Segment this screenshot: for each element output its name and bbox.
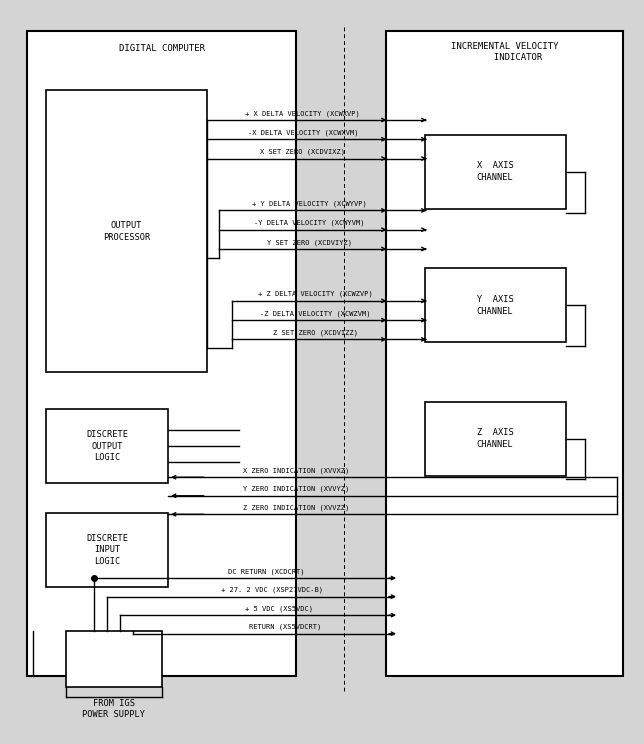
FancyBboxPatch shape (46, 90, 207, 372)
Text: Y ZERO INDICATION (XVVYZ): Y ZERO INDICATION (XVVYZ) (243, 486, 350, 493)
Text: -Z DELTA VELOCITY (XCWZVM): -Z DELTA VELOCITY (XCWZVM) (260, 310, 371, 317)
Text: Z SET ZERO (XCDVIZZ): Z SET ZERO (XCDVIZZ) (273, 330, 358, 336)
Text: FROM IGS
POWER SUPPLY: FROM IGS POWER SUPPLY (82, 699, 145, 719)
Text: + X DELTA VELOCITY (XCWXVP): + X DELTA VELOCITY (XCWXVP) (245, 110, 360, 117)
Text: X ZERO INDICATION (XVVXZ): X ZERO INDICATION (XVVXZ) (243, 467, 350, 474)
Text: -X DELTA VELOCITY (XCWXVM): -X DELTA VELOCITY (XCWXVM) (247, 129, 358, 136)
Text: DISCRETE
INPUT
LOGIC: DISCRETE INPUT LOGIC (86, 533, 128, 566)
FancyBboxPatch shape (424, 402, 565, 475)
Text: X  AXIS
CHANNEL: X AXIS CHANNEL (477, 161, 513, 182)
Text: DISCRETE
OUTPUT
LOGIC: DISCRETE OUTPUT LOGIC (86, 430, 128, 463)
Text: + Z DELTA VELOCITY (XCWZVP): + Z DELTA VELOCITY (XCWZVP) (258, 291, 373, 298)
Text: -Y DELTA VELOCITY (XCWYVM): -Y DELTA VELOCITY (XCWYVM) (254, 219, 365, 226)
FancyBboxPatch shape (46, 409, 168, 483)
Text: X SET ZERO (XCDVIXZ): X SET ZERO (XCDVIXZ) (260, 149, 345, 155)
Text: + 27. 2 VDC (XSP27VDC-B): + 27. 2 VDC (XSP27VDC-B) (222, 587, 323, 593)
Text: DC RETURN (XCDCRT): DC RETURN (XCDCRT) (227, 568, 304, 574)
Text: + Y DELTA VELOCITY (XCWYVP): + Y DELTA VELOCITY (XCWYVP) (252, 200, 366, 207)
FancyBboxPatch shape (386, 31, 623, 676)
Text: DIGITAL COMPUTER: DIGITAL COMPUTER (118, 45, 205, 54)
Text: Y SET ZERO (XCDVIYZ): Y SET ZERO (XCDVIYZ) (267, 239, 352, 246)
FancyBboxPatch shape (424, 269, 565, 342)
Text: + 5 VDC (XS5VDC): + 5 VDC (XS5VDC) (245, 605, 313, 612)
FancyBboxPatch shape (66, 632, 162, 687)
FancyBboxPatch shape (424, 135, 565, 209)
Text: RETURN (XS5VDCRT): RETURN (XS5VDCRT) (249, 623, 321, 630)
Text: INCREMENTAL VELOCITY
     INDICATOR: INCREMENTAL VELOCITY INDICATOR (451, 42, 558, 62)
FancyBboxPatch shape (27, 31, 296, 676)
Text: Y  AXIS
CHANNEL: Y AXIS CHANNEL (477, 295, 513, 315)
Text: Z  AXIS
CHANNEL: Z AXIS CHANNEL (477, 429, 513, 449)
Text: OUTPUT
PROCESSOR: OUTPUT PROCESSOR (103, 221, 150, 242)
Text: Z ZERO INDICATION (XVVZZ): Z ZERO INDICATION (XVVZZ) (243, 504, 350, 511)
FancyBboxPatch shape (46, 513, 168, 587)
